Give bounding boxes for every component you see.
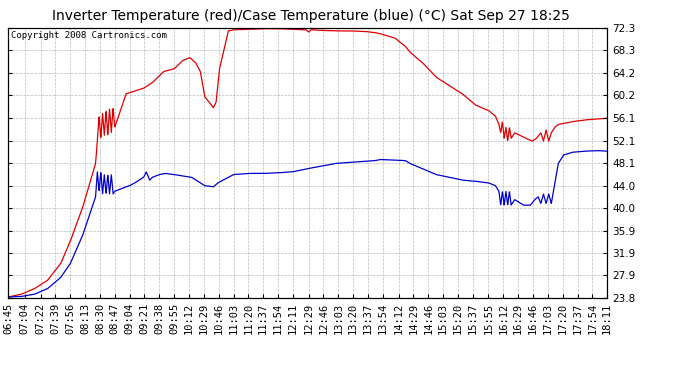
Text: Inverter Temperature (red)/Case Temperature (blue) (°C) Sat Sep 27 18:25: Inverter Temperature (red)/Case Temperat…: [52, 9, 569, 23]
Text: Copyright 2008 Cartronics.com: Copyright 2008 Cartronics.com: [11, 31, 167, 40]
